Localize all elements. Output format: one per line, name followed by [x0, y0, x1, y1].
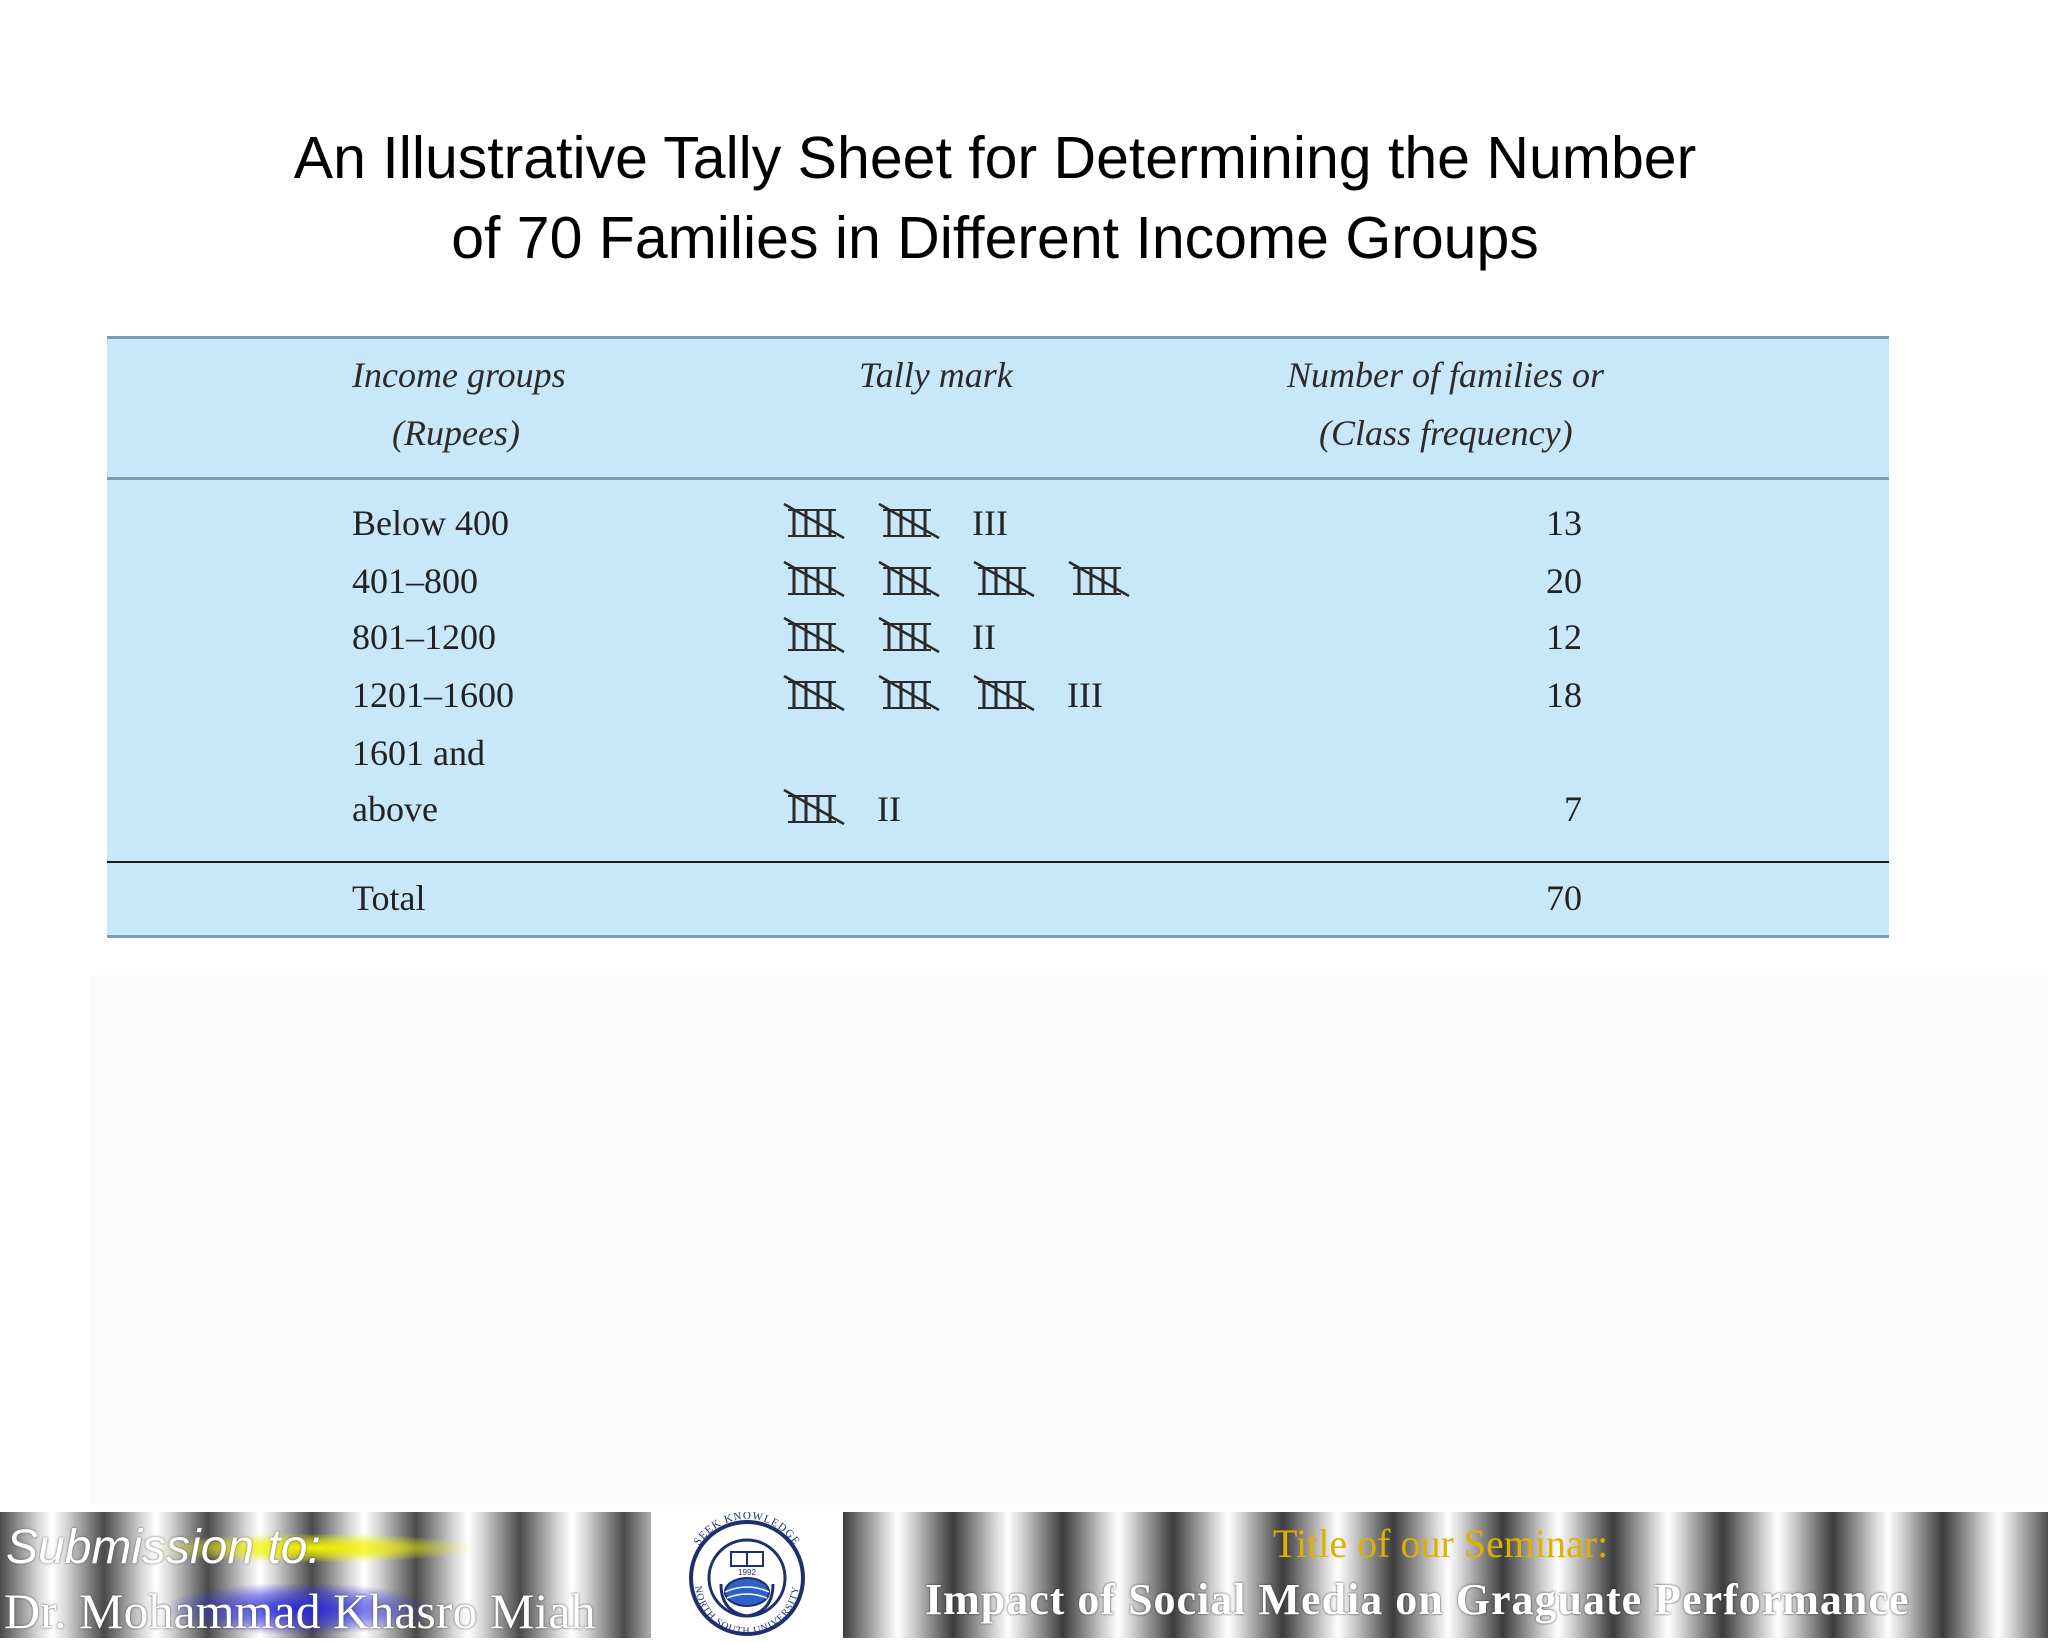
table-top-rule — [107, 336, 1889, 339]
header-number-of-families: Number of families or — [1287, 355, 1605, 395]
footer-submission-panel: Submission to: Dr. Mohammad Khasro Miah — [0, 1512, 651, 1639]
tally-group-of-five — [878, 674, 940, 712]
tally-group-of-five — [783, 788, 845, 826]
seal-year: 1992 — [738, 1568, 756, 1577]
table-bottom-rule — [107, 935, 1889, 938]
frequency-cell: 7 — [1564, 789, 1582, 829]
supervisor-name: Dr. Mohammad Khasro Miah — [4, 1583, 596, 1639]
slide-title-line-1: An Illustrative Tally Sheet for Determin… — [293, 125, 1697, 191]
frequency-cell: 12 — [1546, 617, 1582, 657]
blue-glow-decoration — [170, 1584, 430, 1634]
income-group-cell-line-1: 1601 and — [352, 733, 485, 773]
slide-title-line-2: of 70 Families in Different Income Group… — [451, 205, 1539, 271]
footer-logo-panel: SEEK KNOWLEDGE NORTH SOUTH UNIVERSITY 19… — [651, 1510, 843, 1638]
tally-group-of-five — [973, 560, 1035, 598]
tally-table: Income groups (Rupees) Tally mark Number… — [107, 336, 1889, 938]
header-rupees: (Rupees) — [392, 413, 520, 453]
income-group-cell: 801–1200 — [352, 617, 496, 657]
tally-group-of-five — [878, 616, 940, 654]
tally-group-of-five — [783, 674, 845, 712]
tally-single-strokes: III — [972, 503, 1008, 543]
table-header-rule — [107, 477, 1889, 480]
yellow-glow-decoration — [160, 1534, 470, 1562]
header-income-groups: Income groups — [352, 355, 566, 395]
header-tally-mark: Tally mark — [859, 355, 1013, 395]
tally-group-of-five — [973, 674, 1035, 712]
slide-footer: Submission to: Dr. Mohammad Khasro Miah … — [0, 1510, 2048, 1639]
content-background — [90, 975, 2048, 1505]
income-group-cell: 401–800 — [352, 561, 478, 601]
university-seal-icon: SEEK KNOWLEDGE NORTH SOUTH UNIVERSITY 19… — [689, 1510, 805, 1637]
tally-single-strokes: II — [972, 617, 996, 657]
tally-group-of-five — [878, 502, 940, 540]
frequency-cell: 20 — [1546, 561, 1582, 601]
header-class-frequency: (Class frequency) — [1319, 413, 1573, 453]
slide-title: An Illustrative Tally Sheet for Determin… — [230, 118, 1760, 278]
tally-group-of-five — [1068, 560, 1130, 598]
tally-group-of-five — [878, 560, 940, 598]
tally-group-of-five — [783, 560, 845, 598]
seminar-title: Impact of Social Media on Graguate Perfo… — [925, 1575, 1910, 1624]
tally-group-of-five — [783, 502, 845, 540]
total-value: 70 — [1546, 878, 1582, 918]
footer-seminar-panel: Title of our Seminar: Impact of Social M… — [843, 1512, 2048, 1638]
tally-single-strokes: III — [1067, 675, 1103, 715]
income-group-cell: Below 400 — [352, 503, 509, 543]
frequency-cell: 18 — [1546, 675, 1582, 715]
seminar-label: Title of our Seminar: — [1273, 1521, 1609, 1566]
frequency-cell: 13 — [1546, 503, 1582, 543]
tally-single-strokes: II — [877, 789, 901, 829]
total-label: Total — [352, 878, 426, 918]
submission-label: Submission to: — [6, 1521, 321, 1574]
income-group-cell-line-2: above — [352, 789, 438, 829]
tally-group-of-five — [783, 616, 845, 654]
income-group-cell: 1201–1600 — [352, 675, 514, 715]
table-total-rule — [107, 861, 1889, 863]
